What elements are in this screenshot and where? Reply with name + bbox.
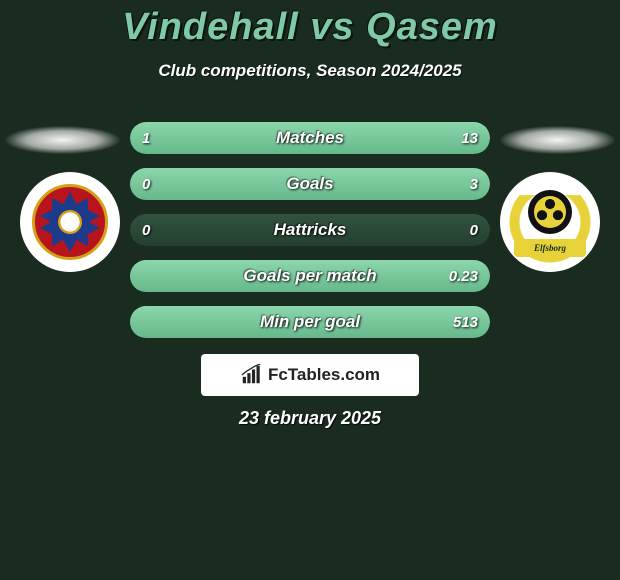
stat-row: 113Matches [130,122,490,154]
stat-row: 03Goals [130,168,490,200]
bar-chart-icon [240,364,262,386]
stat-label: Matches [130,122,490,154]
soccer-ball-icon [528,190,572,234]
stat-row: 00Hattricks [130,214,490,246]
shadow-right [500,126,615,154]
stats-container: 113Matches 03Goals 00Hattricks 0.23Goals pe… [130,122,490,352]
logo-banner: Elfsborg [514,239,586,257]
stat-label: Goals [130,168,490,200]
date-label: 23 february 2025 [0,408,620,429]
page-title: Vindehall vs Qasem [0,6,620,49]
logo-elfsborg: Elfsborg [508,180,592,264]
brand-badge[interactable]: FcTables.com [201,354,419,396]
logo-ois [32,184,108,260]
stat-label: Goals per match [130,260,490,292]
stat-label: Min per goal [130,306,490,338]
club-logo-right: Elfsborg [500,172,600,272]
comparison-card: Vindehall vs Qasem Club competitions, Se… [0,0,620,580]
stat-label: Hattricks [130,214,490,246]
star-icon [40,192,100,252]
brand-text: FcTables.com [268,365,380,385]
shadow-left [5,126,120,154]
stat-row: 513Min per goal [130,306,490,338]
subtitle: Club competitions, Season 2024/2025 [0,61,620,81]
club-logo-left [20,172,120,272]
stat-row: 0.23Goals per match [130,260,490,292]
